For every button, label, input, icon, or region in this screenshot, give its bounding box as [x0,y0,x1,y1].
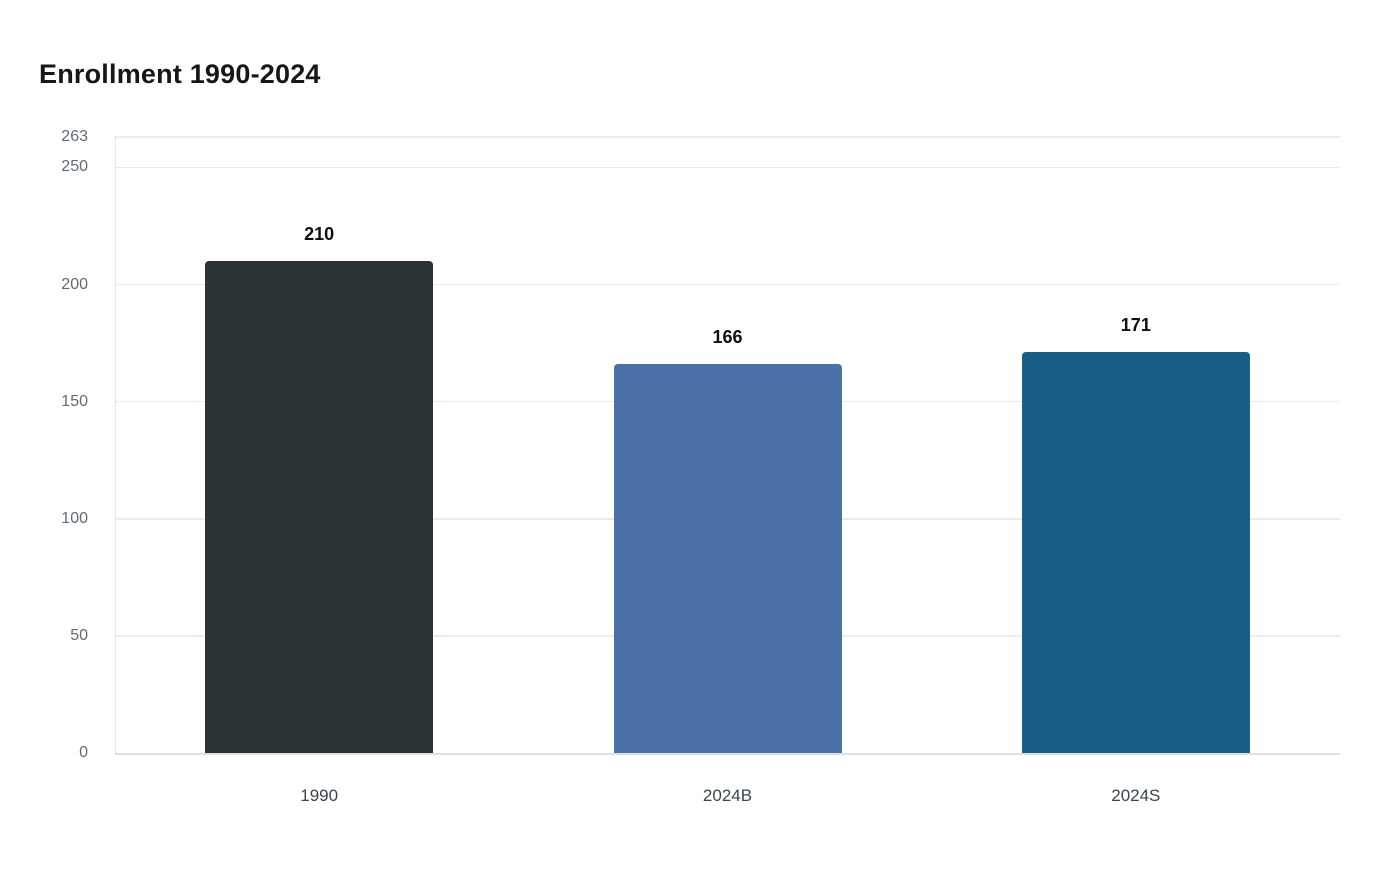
y-gridline [115,166,1340,169]
y-tick-label: 200 [61,275,88,293]
y-tick-label: 250 [61,158,88,176]
y-tick-label: 150 [61,392,88,410]
bar-2024S [1021,352,1250,753]
bar-2024B [613,364,842,753]
bar-value-label: 210 [304,224,335,245]
chart-title: Enrollment 1990-2024 [39,59,321,89]
bar-value-label: 166 [712,327,743,348]
x-category-label: 2024S [1111,786,1161,805]
x-axis-baseline [115,753,1340,755]
y-tick-label: 100 [61,509,88,527]
x-category-label: 1990 [300,786,339,805]
bar-1990 [205,261,434,753]
y-tick-label: 0 [79,744,88,761]
y-axis-line [115,137,116,753]
bar-value-label: 171 [1120,315,1151,336]
y-tick-label: 263 [61,128,88,145]
y-gridline [115,136,1340,138]
y-tick-label: 50 [70,626,88,644]
y-gridline [115,283,1340,286]
x-category-label: 2024B [702,786,753,805]
